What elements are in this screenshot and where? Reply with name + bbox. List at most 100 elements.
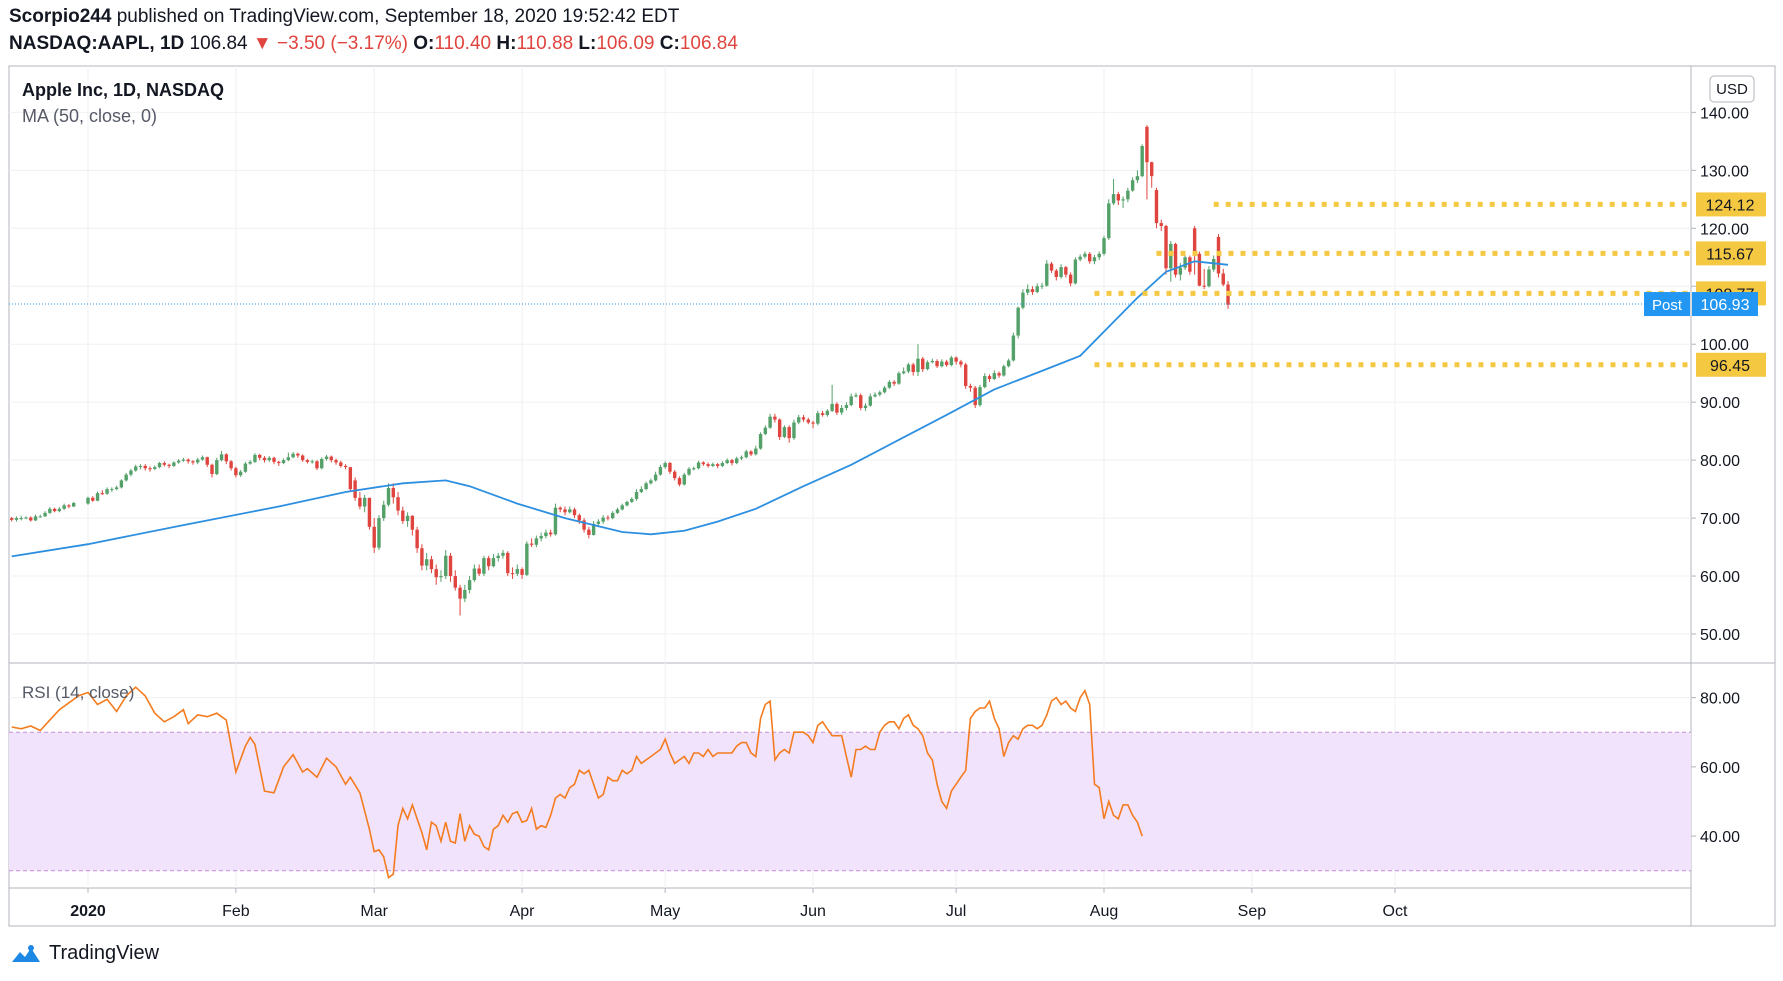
candle-body [343, 465, 348, 468]
candle-body [701, 462, 706, 465]
candle-body [658, 467, 663, 475]
close-value: 106.84 [679, 33, 738, 54]
down-arrow-icon: ▼ [252, 33, 272, 54]
author-name[interactable]: Scorpio244 [9, 6, 112, 27]
candle-body [1197, 253, 1202, 286]
candle-body [601, 517, 605, 522]
candle-body [1073, 259, 1078, 284]
tradingview-logo[interactable]: TradingView [9, 942, 159, 965]
candle-body [272, 457, 276, 462]
candle-body [1150, 162, 1154, 177]
candle-body [1116, 194, 1121, 201]
candle-body [1092, 257, 1097, 262]
candle-body [420, 548, 424, 566]
candle-body [863, 405, 868, 408]
candle-body [43, 512, 47, 517]
candle-body [14, 518, 19, 520]
candle-body [1064, 267, 1068, 275]
candle-body [1097, 253, 1101, 258]
candle-body [463, 589, 467, 599]
candle-body [911, 364, 915, 373]
candle-body [1130, 180, 1135, 191]
candle-body [763, 427, 768, 435]
time-tick-label: Apr [510, 903, 536, 920]
level-price-tag [1696, 352, 1766, 377]
candle-body [472, 568, 477, 581]
candle-body [9, 518, 14, 520]
candle-body [859, 395, 863, 408]
candle-body [439, 576, 443, 578]
currency-button[interactable] [1709, 75, 1755, 103]
candle-body [248, 461, 252, 464]
candle-body [62, 505, 66, 509]
level-price-text: 124.12 [1706, 197, 1755, 214]
price-change: −3.50 (−3.17%) [277, 33, 408, 54]
candle-body [1021, 292, 1025, 308]
candle-body [86, 497, 90, 504]
candle-body [496, 555, 500, 559]
candle-body [949, 357, 954, 366]
candle-body [596, 521, 601, 524]
candle-body [849, 396, 853, 406]
time-tick-label: May [650, 903, 680, 920]
candle-body [754, 448, 758, 455]
candle-body [1188, 257, 1192, 272]
price-tick-label: 70.00 [1700, 511, 1740, 528]
candle-body [873, 394, 877, 397]
candle-body [620, 505, 624, 510]
candle-body [954, 357, 958, 362]
candle-body [1173, 243, 1178, 275]
candle-body [854, 395, 858, 397]
candle-body [1030, 289, 1035, 293]
candle-body [129, 470, 133, 475]
candle-body [1045, 263, 1049, 286]
time-tick-label: Jul [946, 903, 966, 920]
candle-body [353, 480, 357, 498]
candle-body [744, 451, 748, 458]
candle-body [1102, 238, 1106, 254]
candle-body [153, 467, 157, 469]
candle-body [300, 455, 305, 461]
candle-body [806, 419, 810, 423]
candle-body [67, 505, 71, 507]
candle-body [1040, 285, 1044, 287]
candle-body [348, 467, 353, 490]
candle-body [820, 413, 825, 415]
candle-body [467, 580, 472, 590]
low-value: 106.09 [596, 33, 655, 54]
candle-body [591, 523, 596, 535]
candle-body [215, 460, 219, 475]
candle-body [925, 362, 930, 370]
chart-canvas[interactable]: 140.00130.00120.00110.00100.0090.0080.00… [0, 0, 1783, 930]
candle-body [91, 497, 95, 501]
candle-body [673, 471, 677, 479]
candle-body [105, 489, 109, 494]
candle-body [563, 509, 567, 513]
candle-body [663, 463, 667, 468]
candle-body [787, 427, 791, 439]
price-tick-label: 60.00 [1700, 569, 1740, 586]
level-price-tag [1696, 241, 1766, 266]
candle-body [1011, 335, 1016, 361]
candle-body [157, 463, 162, 468]
candle-body [539, 536, 543, 539]
candle-body [897, 373, 901, 384]
candle-body [238, 471, 243, 476]
candle-body [553, 507, 558, 535]
candle-body [219, 454, 224, 461]
candle-body [1178, 267, 1183, 275]
candle-body [983, 376, 987, 388]
candle-body [758, 434, 763, 449]
candle-body [405, 515, 410, 521]
candle-body [1107, 203, 1111, 239]
candle-body [191, 461, 195, 463]
candle-body [1111, 194, 1116, 204]
candle-body [1025, 289, 1030, 293]
level-price-tag [1696, 192, 1766, 217]
candle-body [506, 552, 510, 574]
candle-body [482, 558, 486, 574]
candle-body [963, 364, 968, 386]
candle-body [572, 509, 577, 516]
post-tag [1644, 292, 1690, 317]
